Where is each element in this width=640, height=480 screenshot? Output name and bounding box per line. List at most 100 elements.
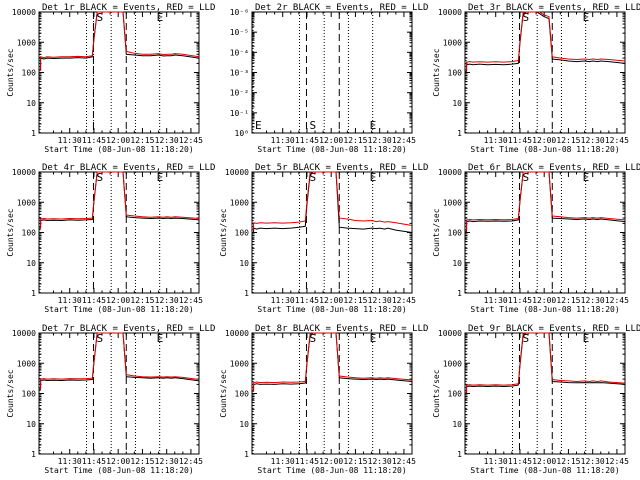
y-tick-label: 1000	[443, 198, 462, 207]
y-tick-label: 10⁻⁵	[230, 28, 249, 37]
chart-det-7: Det 7r BLACK = Events, RED = LLD 1 10 100 10…	[6, 324, 215, 475]
plot-frame	[464, 171, 626, 294]
x-axis-label: Start Time (08-Jun-08 11:18:20)	[470, 145, 619, 154]
end-marker: E	[583, 171, 590, 184]
series-line-lld	[465, 332, 626, 393]
x-tick-label: 11:45	[295, 136, 319, 145]
end-marker: E	[157, 11, 164, 24]
end-marker: E	[583, 332, 590, 345]
x-tick-label: 12:15	[343, 136, 367, 145]
x-tick-label: 11:45	[508, 136, 532, 145]
y-tick-label: 10⁻¹	[230, 109, 249, 118]
y-tick-label: 10000	[438, 168, 462, 177]
end-marker-left: E	[255, 119, 262, 132]
plot-frame	[38, 11, 200, 134]
plot-frame	[38, 171, 200, 294]
end-marker: E	[370, 332, 377, 345]
chart-title: Det 1r BLACK = Events, RED = LLD	[42, 3, 215, 13]
x-tick-label: 11:45	[295, 296, 319, 305]
y-tick-label: 100	[22, 69, 37, 78]
y-tick-label: 100	[448, 69, 463, 78]
start-marker: S	[309, 119, 316, 132]
y-tick-label: 10	[239, 420, 249, 429]
chart-title: Det 9r BLACK = Events, RED = LLD	[468, 324, 640, 334]
x-tick-label: 12:00	[532, 457, 556, 466]
chart-title: Det 3r BLACK = Events, RED = LLD	[468, 3, 640, 13]
y-tick-label: 1000	[17, 359, 36, 368]
y-tick-label: 1	[244, 450, 249, 459]
x-axis-label: Start Time (08-Jun-08 11:18:20)	[257, 466, 406, 475]
x-tick-label: 12:15	[556, 457, 580, 466]
y-tick-label: 10⁻⁴	[230, 48, 249, 57]
chart-title: Det 6r BLACK = Events, RED = LLD	[468, 163, 640, 173]
x-tick-label: 12:15	[343, 296, 367, 305]
x-axis-label: Start Time (08-Jun-08 11:18:20)	[44, 305, 193, 314]
chart-det-6: Det 6r BLACK = Events, RED = LLD 1 10 100 10…	[432, 163, 640, 314]
start-marker: S	[522, 11, 529, 24]
y-axis-label: Counts/sec	[219, 208, 228, 256]
x-tick-label: 12:30	[155, 296, 179, 305]
y-tick-label: 100	[448, 390, 463, 399]
y-tick-label: 100	[235, 390, 250, 399]
series-line-lld	[252, 332, 413, 391]
plot-frame	[464, 11, 626, 134]
x-tick-label: 12:15	[556, 296, 580, 305]
end-marker: E	[157, 171, 164, 184]
x-tick-label: 12:30	[581, 136, 605, 145]
series-line-lld	[39, 332, 200, 389]
x-tick-label: 11:30	[58, 136, 82, 145]
series-line-lld	[252, 171, 413, 230]
y-tick-label: 10⁻⁶	[230, 8, 249, 17]
plot-frame	[38, 332, 200, 455]
chart-det-9: Det 9r BLACK = Events, RED = LLD 1 10 100 10…	[432, 324, 640, 475]
y-tick-label: 10000	[225, 168, 249, 177]
y-axis-label: Counts/sec	[432, 369, 441, 417]
series-line-events	[39, 332, 200, 390]
chart-det-2: Det 2r BLACK = Events, RED = LLD 10⁰ 10⁻¹ 1…	[230, 3, 429, 154]
x-tick-label: 12:15	[130, 136, 154, 145]
x-tick-label: 12:30	[581, 296, 605, 305]
y-axis-label: Counts/sec	[6, 48, 15, 96]
x-tick-label: 12:00	[319, 296, 343, 305]
series-line-lld	[39, 171, 200, 228]
y-tick-label: 10⁻²	[230, 89, 249, 98]
y-tick-label: 1	[31, 289, 36, 298]
y-tick-label: 1000	[443, 359, 462, 368]
y-tick-label: 10	[239, 259, 249, 268]
start-marker: S	[309, 171, 316, 184]
y-tick-label: 100	[22, 390, 37, 399]
x-tick-label: 11:30	[271, 457, 295, 466]
y-tick-label: 1	[457, 289, 462, 298]
x-tick-label: 12:30	[368, 296, 392, 305]
x-axis-label: Start Time (08-Jun-08 11:18:20)	[44, 466, 193, 475]
y-tick-label: 10	[452, 420, 462, 429]
x-tick-label: 12:30	[155, 457, 179, 466]
y-tick-label: 10⁻³	[230, 69, 249, 78]
y-axis-label: Counts/sec	[432, 48, 441, 96]
y-tick-label: 10	[26, 420, 36, 429]
y-tick-label: 10000	[438, 8, 462, 17]
chart-det-1: Det 1r BLACK = Events, RED = LLD 1 10 100 10…	[6, 3, 215, 154]
end-marker: E	[157, 332, 164, 345]
y-tick-label: 1000	[17, 198, 36, 207]
x-tick-label: 11:45	[82, 136, 106, 145]
series-line-lld	[465, 171, 626, 231]
x-tick-label: 12:00	[106, 136, 130, 145]
y-tick-label: 1	[31, 129, 36, 138]
start-marker: S	[522, 171, 529, 184]
y-tick-label: 10	[26, 99, 36, 108]
y-axis-label: Counts/sec	[219, 369, 228, 417]
x-tick-label: 11:30	[484, 457, 508, 466]
series-line-events	[39, 171, 200, 229]
y-tick-label: 1	[244, 289, 249, 298]
y-tick-label: 10	[26, 259, 36, 268]
x-tick-label: 12:45	[392, 136, 416, 145]
x-tick-label: 12:45	[179, 296, 203, 305]
x-tick-label: 12:30	[368, 457, 392, 466]
x-tick-label: 11:30	[484, 136, 508, 145]
x-axis-label: Start Time (08-Jun-08 11:18:20)	[257, 305, 406, 314]
series-line-events	[252, 171, 413, 233]
end-marker: E	[370, 119, 377, 132]
